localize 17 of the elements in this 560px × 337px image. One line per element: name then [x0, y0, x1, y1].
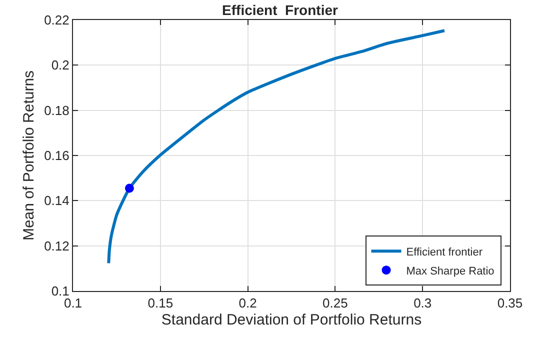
y-tick-label: 0.14 — [44, 193, 70, 208]
y-tick-label: 0.22 — [44, 12, 70, 28]
y-tick-label: 0.16 — [44, 148, 70, 164]
y-tick-label: 0.18 — [44, 102, 70, 118]
y-tick-label: 0.2 — [51, 58, 70, 73]
x-tick-label: 0.3 — [414, 296, 432, 311]
legend-label: Max Sharpe Ratio — [406, 265, 494, 278]
x-tick-label: 0.25 — [322, 296, 348, 311]
chart-title: Efficient Frontier — [222, 2, 338, 18]
x-tick-label: 0.35 — [497, 296, 523, 311]
y-tick-label: 0.12 — [44, 238, 70, 254]
line-series — [107, 29, 446, 265]
y-axis-title: Mean of Portfolio Returns — [20, 70, 38, 241]
legend-label: Efficient frontier — [406, 246, 483, 258]
x-tick-label: 0.15 — [148, 296, 174, 311]
x-tick-label: 0.2 — [238, 296, 257, 311]
x-axis-title: Standard Deviation of Portfolio Returns — [161, 312, 422, 329]
